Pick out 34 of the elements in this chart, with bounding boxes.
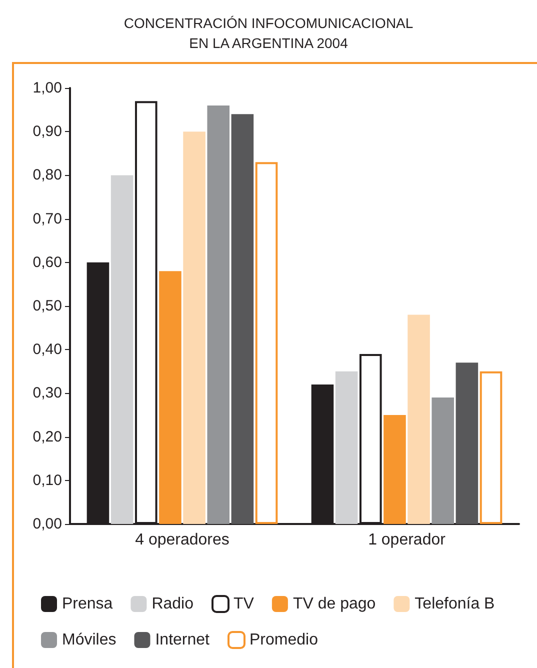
legend-label: Radio xyxy=(152,596,194,612)
y-tick-label: 0,30 xyxy=(32,384,62,402)
y-tick-label: 0,10 xyxy=(32,472,62,489)
y-tick-label: 0,90 xyxy=(32,123,62,140)
x-tick-label: 4 operadores xyxy=(135,532,230,548)
y-tick-label: 0,50 xyxy=(32,298,62,314)
legend-label: Promedio xyxy=(249,632,318,648)
legend-label: TV xyxy=(234,596,254,612)
y-tick-label: 0,20 xyxy=(32,428,62,446)
y-tick-label: 0,60 xyxy=(32,254,62,271)
y-tick-label: 1,00 xyxy=(32,80,62,96)
x-tick-label: 1 operador xyxy=(368,532,446,548)
bar xyxy=(480,371,502,524)
chart-title: CONCENTRACIÓN INFOCOMUNICACIONAL EN LA ARGENTINA 2004 xyxy=(124,15,414,51)
bar xyxy=(384,415,406,524)
bar xyxy=(335,371,358,524)
y-tick-label: 0,40 xyxy=(32,341,62,358)
bar xyxy=(408,314,430,524)
legend-label: Prensa xyxy=(62,596,113,612)
legend-label: TV de pago xyxy=(292,596,376,612)
bar xyxy=(159,271,182,524)
y-tick-label: 0,80 xyxy=(32,166,62,184)
legend-label: Internet xyxy=(155,632,210,648)
bar xyxy=(207,105,230,524)
bar xyxy=(110,175,134,524)
bar xyxy=(432,398,454,524)
legend-label: Móviles xyxy=(62,632,116,648)
legend-label: Telefonía B xyxy=(414,596,495,612)
y-tick-label: 0,70 xyxy=(32,210,62,228)
y-tick-label: 0,00 xyxy=(32,516,62,532)
bar xyxy=(183,132,206,524)
bar xyxy=(456,362,478,524)
bar xyxy=(231,114,254,524)
bar xyxy=(255,162,278,524)
